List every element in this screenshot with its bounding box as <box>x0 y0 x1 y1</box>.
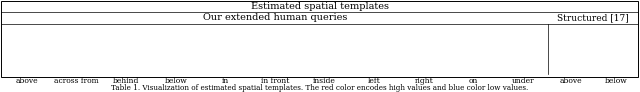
Text: on: on <box>469 77 478 85</box>
Text: below: below <box>164 77 187 85</box>
Text: above: above <box>559 77 582 85</box>
Text: in: in <box>221 77 229 85</box>
Text: behind: behind <box>113 77 140 85</box>
Text: right: right <box>415 77 433 85</box>
Text: Our extended human queries: Our extended human queries <box>203 14 347 23</box>
Bar <box>1 1 638 77</box>
Text: Structured [17]: Structured [17] <box>557 14 629 23</box>
Text: above: above <box>15 77 38 85</box>
Text: under: under <box>512 77 534 85</box>
Text: Table 1. Visualization of estimated spatial templates. The red color encodes hig: Table 1. Visualization of estimated spat… <box>111 84 529 92</box>
Text: inside: inside <box>313 77 336 85</box>
Text: Estimated spatial templates: Estimated spatial templates <box>251 2 389 11</box>
Text: below: below <box>605 77 628 85</box>
Text: across from: across from <box>54 77 99 85</box>
Text: left: left <box>368 77 381 85</box>
Text: in front: in front <box>261 77 289 85</box>
